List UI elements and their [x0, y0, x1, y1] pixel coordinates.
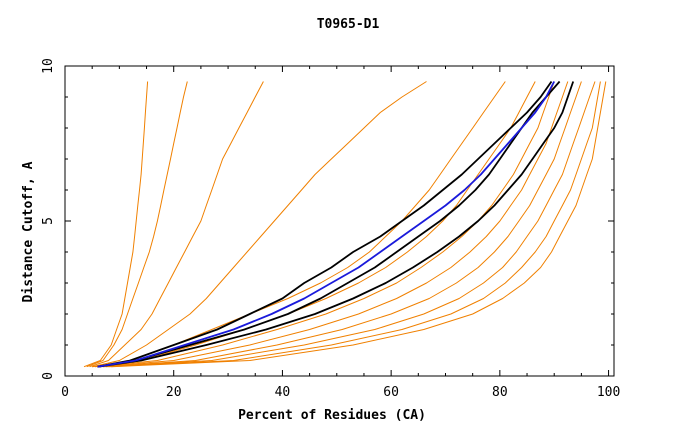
series-line-11	[108, 81, 601, 368]
x-tick-label-60: 60	[383, 385, 399, 400]
series-line-2	[86, 81, 188, 368]
series-line-6	[94, 81, 536, 368]
x-tick-label-80: 80	[492, 385, 508, 400]
y-axis-label: Distance Cutoff, A	[21, 161, 36, 302]
y-tick-label-0: 0	[41, 372, 56, 380]
chart-title: T0965-D1	[317, 17, 380, 32]
series-line-10	[105, 81, 596, 368]
y-tick-label-5: 5	[41, 217, 56, 225]
series-line-9	[102, 81, 582, 368]
series-line-5	[92, 81, 506, 368]
y-axis: 0 5 10	[41, 58, 614, 380]
series-line-12	[111, 81, 607, 368]
series-line-4	[92, 81, 427, 368]
series-line-15	[97, 81, 575, 368]
series-line-8	[100, 81, 569, 368]
x-axis-label: Percent of Residues (CA)	[238, 408, 426, 423]
x-axis: 0 20 40 60 80 100	[61, 66, 620, 400]
series-line-1	[83, 81, 149, 368]
series-line-13	[97, 80, 553, 368]
x-tick-label-100: 100	[597, 385, 620, 400]
x-tick-label-40: 40	[275, 385, 291, 400]
y-tick-label-10: 10	[41, 58, 56, 74]
plot-area	[83, 80, 607, 368]
series-line-3	[89, 81, 264, 368]
x-tick-label-20: 20	[166, 385, 182, 400]
series-line-16	[97, 81, 555, 368]
x-tick-label-0: 0	[61, 385, 69, 400]
